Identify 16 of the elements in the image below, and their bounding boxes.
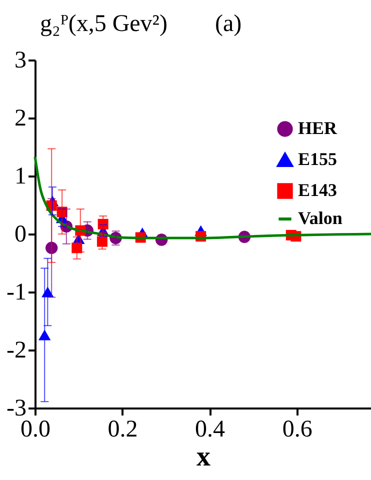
legend-label: Valon bbox=[298, 208, 342, 228]
y-tick-label: 1 bbox=[14, 164, 26, 190]
x-tick-label: 0.2 bbox=[108, 416, 138, 442]
y-tick-label: 2 bbox=[14, 106, 26, 132]
legend-label: E155 bbox=[298, 149, 338, 169]
y-tick-label: 3 bbox=[14, 48, 26, 74]
legend-label: E143 bbox=[298, 180, 338, 200]
y-tick-label: 0 bbox=[14, 222, 26, 248]
x-axis-title: x bbox=[196, 442, 210, 472]
x-tick-label: 0.6 bbox=[282, 416, 312, 442]
y-tick-label: -2 bbox=[6, 338, 26, 364]
chart-title: g₂ᴾ(x,5 Gev²) bbox=[40, 11, 168, 37]
x-tick-label: 0.4 bbox=[195, 416, 226, 442]
legend-label: HER bbox=[298, 118, 338, 138]
text: (a) bbox=[215, 11, 242, 37]
y-tick-label: -1 bbox=[6, 280, 26, 306]
